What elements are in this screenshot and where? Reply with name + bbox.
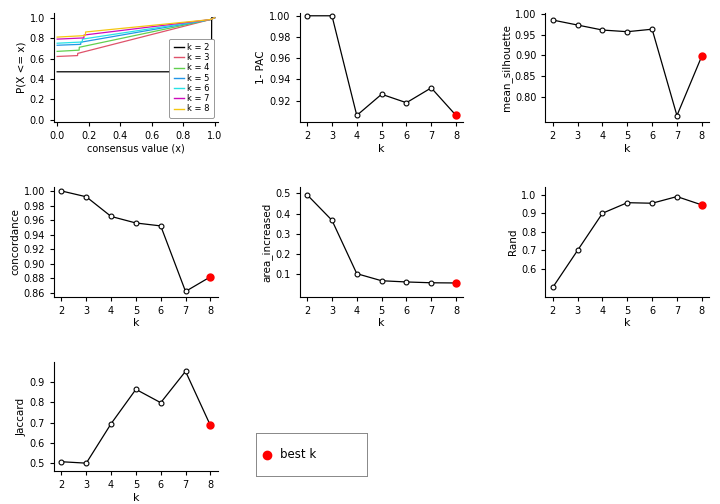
X-axis label: k: k (624, 144, 631, 154)
X-axis label: consensus value (x): consensus value (x) (87, 144, 185, 154)
Y-axis label: 1- PAC: 1- PAC (256, 50, 266, 84)
X-axis label: k: k (624, 319, 631, 328)
Y-axis label: concordance: concordance (11, 209, 21, 275)
Y-axis label: area_increased: area_increased (261, 202, 272, 282)
Y-axis label: P(X <= x): P(X <= x) (17, 41, 27, 93)
Y-axis label: Rand: Rand (508, 229, 518, 255)
X-axis label: k: k (378, 144, 385, 154)
Text: best k: best k (280, 449, 316, 461)
X-axis label: k: k (132, 319, 139, 328)
X-axis label: k: k (132, 493, 139, 503)
Y-axis label: Jaccard: Jaccard (17, 398, 27, 435)
Legend: k = 2, k = 3, k = 4, k = 5, k = 6, k = 7, k = 8: k = 2, k = 3, k = 4, k = 5, k = 6, k = 7… (169, 39, 214, 117)
Y-axis label: mean_silhouette: mean_silhouette (501, 24, 512, 111)
X-axis label: k: k (378, 319, 385, 328)
